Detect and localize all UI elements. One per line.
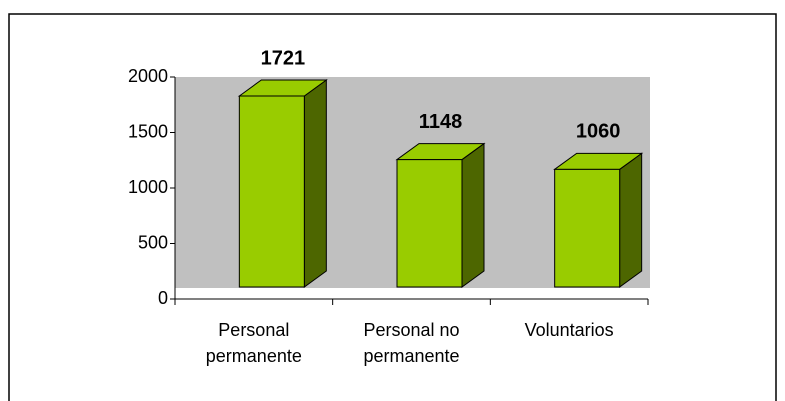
y-tick-label: 2000 [128,66,168,86]
bar-side [461,142,485,288]
bar-side [303,78,327,288]
y-tick-label: 1500 [128,121,168,141]
bar [237,78,328,288]
bar [395,142,486,288]
y-tick-label: 500 [138,232,168,252]
value-label: 1148 [419,111,462,133]
bar-front [396,159,463,288]
x-tick-label: Voluntarios [525,320,614,340]
value-label: 1060 [576,121,621,143]
x-tick-label: Personal no permanente [363,320,459,366]
bar-side [619,152,643,288]
x-tick-label: Personal permanente [206,320,302,366]
value-label: 1721 [261,47,306,69]
bar-front [554,168,621,288]
bar [553,152,644,288]
y-tick-label: 0 [158,288,168,308]
bar-front [238,95,305,288]
y-tick-label: 1000 [128,177,168,197]
